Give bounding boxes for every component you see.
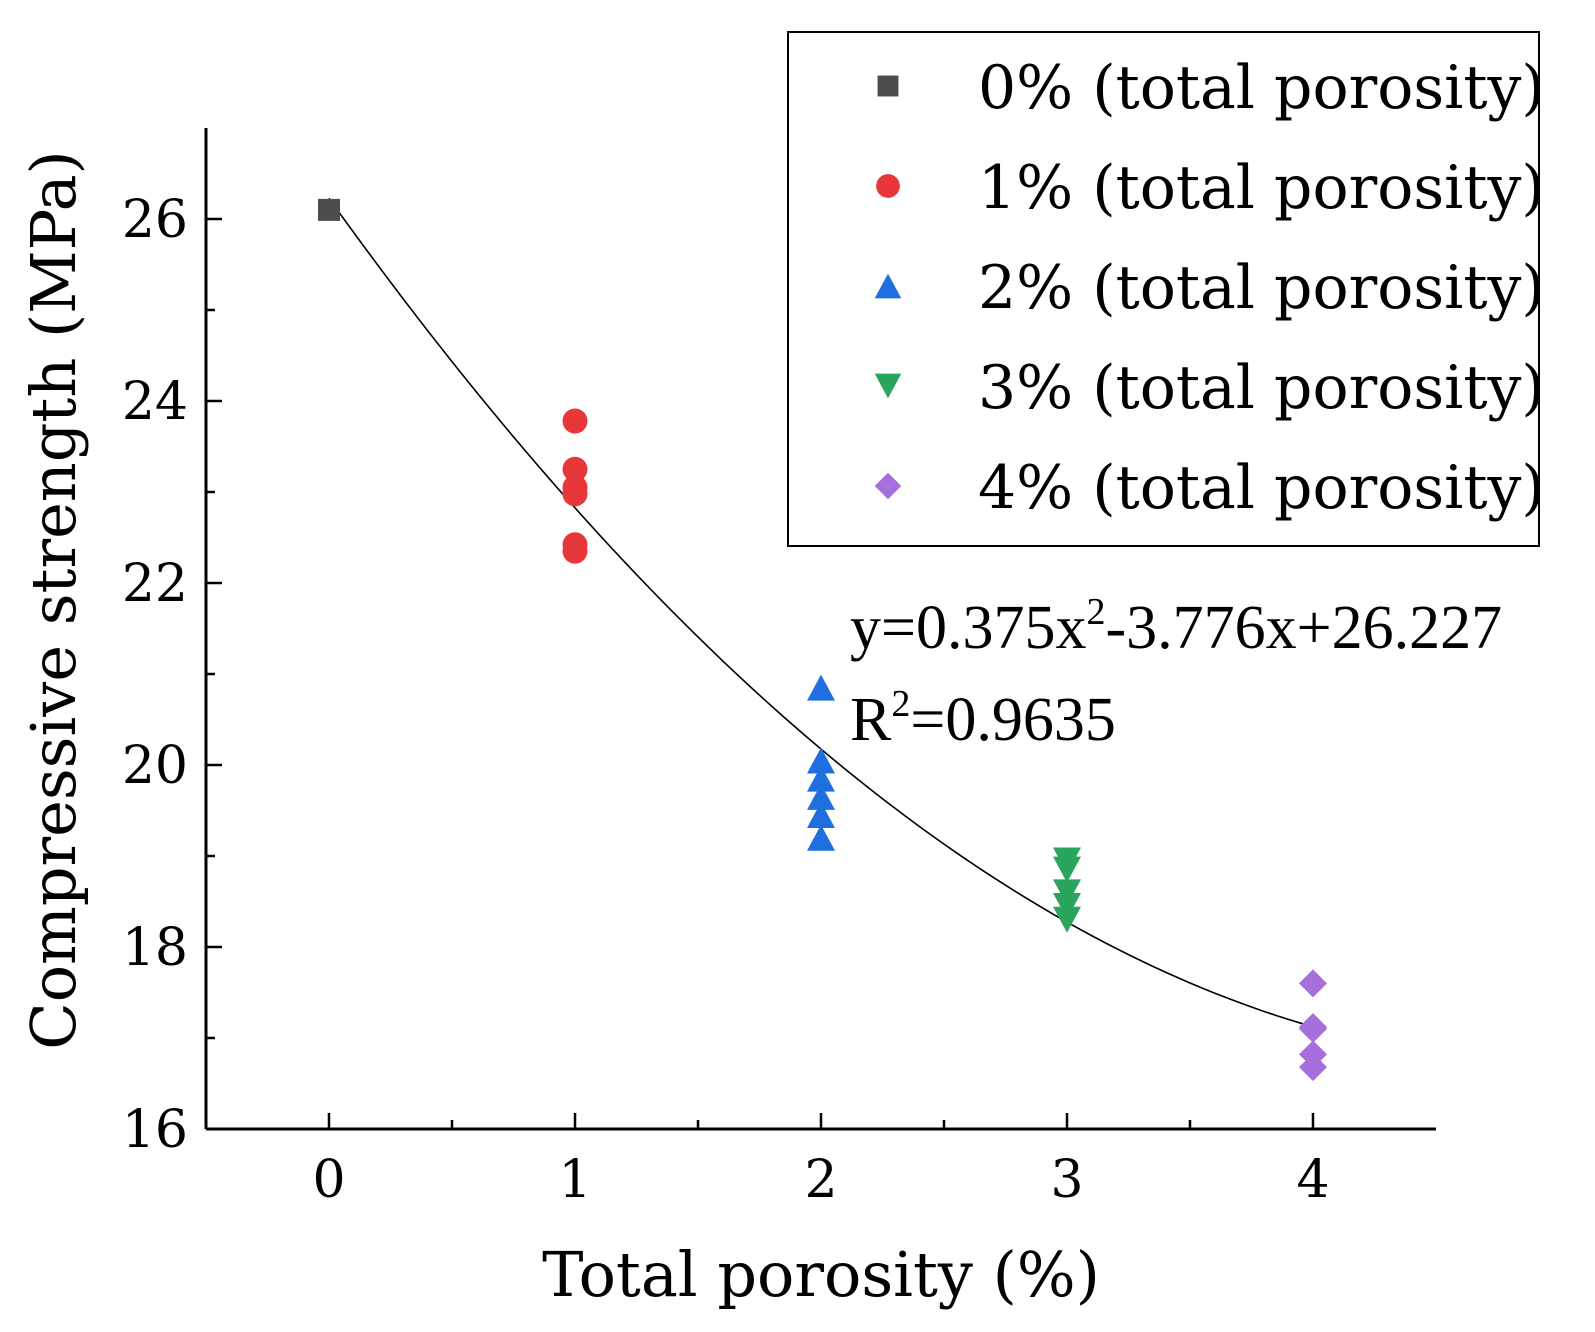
data-point-series-1-0 [562, 408, 588, 434]
y-tick-label-18: 18 [122, 918, 188, 978]
legend-label-3: 3% (total porosity) [978, 353, 1545, 423]
fit-equation-text: y=0.375x2-3.776x+26.227 [850, 591, 1502, 662]
data-point-series-2-3 [807, 783, 835, 810]
r2-rest: =0.9635 [910, 686, 1115, 754]
legend-label-2: 2% (total porosity) [978, 253, 1545, 323]
legend: 0% (total porosity) 1% (total porosity) 2%… [787, 31, 1545, 547]
legend-label-4: 4% (total porosity) [978, 453, 1545, 523]
equation-superscript: 2 [1086, 591, 1105, 633]
y-tick-label-20: 20 [122, 736, 188, 796]
legend-label-1: 1% (total porosity) [978, 153, 1545, 223]
legend-marker-3 [874, 373, 902, 399]
x-tick-label-0: 0 [312, 1150, 345, 1210]
data-point-series-2-4 [807, 802, 835, 829]
x-axis-title: Total porosity (%) [542, 1238, 1100, 1311]
legend-label-0: 0% (total porosity) [978, 53, 1545, 123]
equation-main: y=0.375x [850, 594, 1086, 662]
data-point-series-4-2 [1299, 1014, 1327, 1043]
legend-marker-1 [876, 174, 900, 198]
data-point-series-4-4 [1299, 1053, 1327, 1082]
data-point-series-3-4 [1053, 906, 1081, 933]
data-point-series-1-5 [562, 538, 588, 564]
fit-equation: y=0.375x2-3.776x+26.227 R2=0.9635 [850, 591, 1502, 754]
legend-marker-2 [874, 273, 902, 299]
data-point-series-0-0 [318, 198, 340, 221]
equation-rest: -3.776x+26.227 [1105, 594, 1502, 662]
r2-main: R [850, 686, 892, 754]
data-point-series-2-2 [807, 765, 835, 792]
y-tick-label-16: 16 [122, 1100, 188, 1160]
r2-superscript: 2 [891, 683, 910, 725]
data-point-series-3-3 [1053, 893, 1081, 920]
y-axis-title: Compressive strength (MPa) [17, 150, 90, 1049]
data-point-series-2-0 [807, 674, 835, 701]
y-tick-label-26: 26 [122, 190, 188, 250]
x-tick-label-4: 4 [1296, 1150, 1329, 1210]
legend-marker-0 [877, 75, 899, 97]
x-tick-label-1: 1 [558, 1150, 591, 1210]
x-tick-label-2: 2 [804, 1150, 837, 1210]
legend-box [787, 31, 1540, 547]
data-point-series-2-1 [807, 747, 835, 774]
data-point-series-1-3 [562, 481, 588, 507]
data-point-series-2-5 [807, 824, 835, 851]
data-point-series-3-2 [1053, 879, 1081, 906]
legend-marker-4 [874, 472, 902, 500]
data-points [318, 198, 1327, 1082]
r-squared-text: R2=0.9635 [850, 683, 1116, 754]
data-point-series-3-1 [1053, 856, 1081, 883]
data-point-series-1-1 [562, 456, 588, 482]
data-point-series-4-0 [1299, 969, 1327, 998]
y-tick-label-24: 24 [122, 372, 188, 432]
y-tick-label-22: 22 [122, 554, 188, 614]
x-tick-label-3: 3 [1050, 1150, 1083, 1210]
